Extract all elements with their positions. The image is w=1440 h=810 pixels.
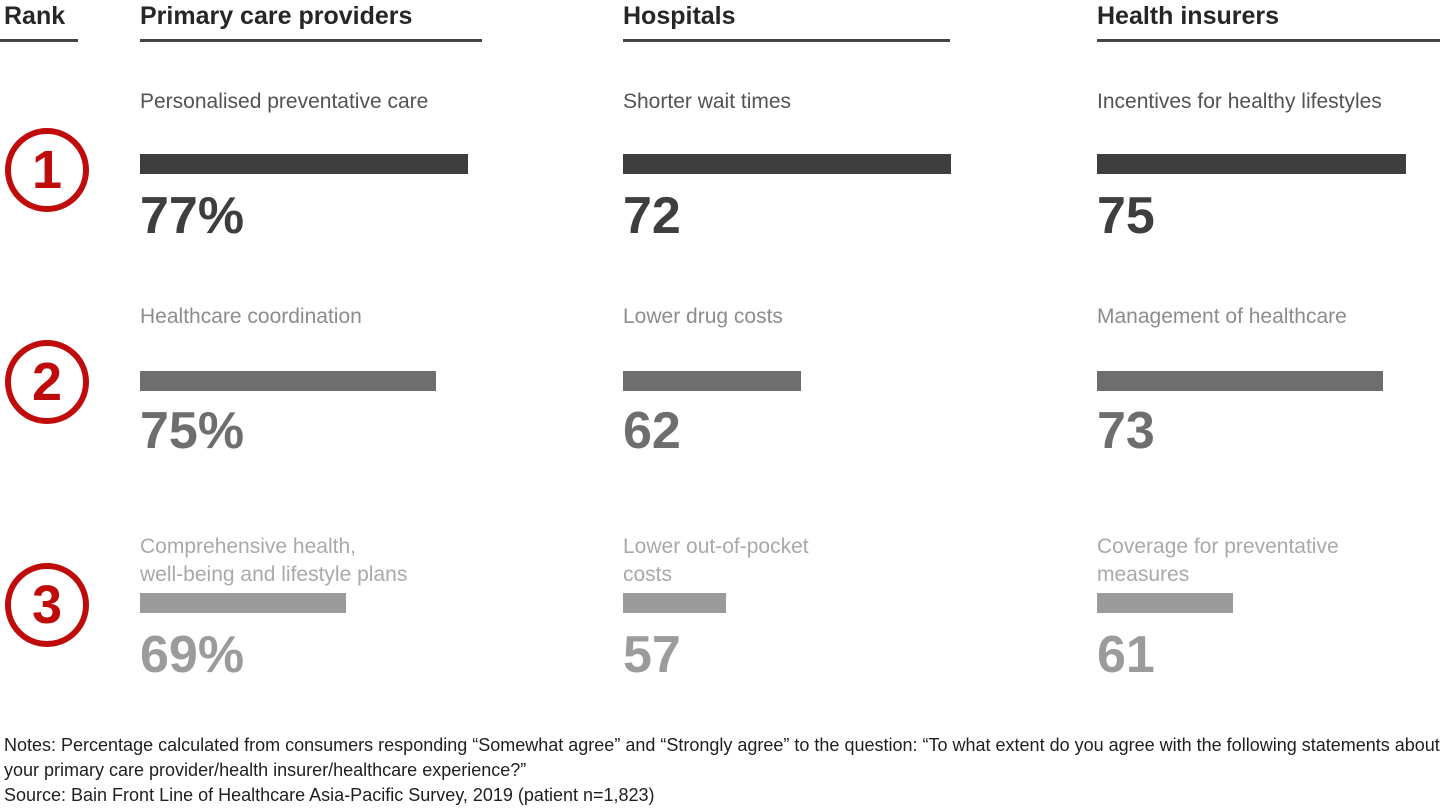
header-rule-rank <box>0 39 78 42</box>
source-text: Source: Bain Front Line of Healthcare As… <box>4 785 655 805</box>
bar-label: Healthcare coordination <box>140 305 362 328</box>
header-rule-primary-care <box>140 39 482 42</box>
rank-badge-3: 3 <box>5 563 89 647</box>
cell-hospitals-rank2: Lower drug costs 62 <box>623 303 1083 473</box>
bar-primary-care-rank2 <box>140 371 436 391</box>
cell-primary-care-rank2: Healthcare coordination 75% <box>140 303 600 473</box>
bar-value: 73 <box>1097 402 1155 460</box>
cell-hospitals-rank3: Lower out-of-pocket costs 57 <box>623 533 1083 703</box>
bar-label: Shorter wait times <box>623 90 792 113</box>
column-header-hospitals: Hospitals <box>623 2 736 30</box>
bar-hospitals-rank1 <box>623 154 951 174</box>
bar-value: 62 <box>623 402 681 460</box>
cell-hospitals-rank1: Shorter wait times 72 <box>623 88 1083 258</box>
bar-label: Lower drug costs <box>623 305 783 328</box>
bar-label: Management of healthcare <box>1097 305 1347 328</box>
chart-footnotes: Notes: Percentage calculated from consum… <box>4 733 1440 808</box>
rank-badge-2-number: 2 <box>31 352 63 412</box>
header-rule-health-insurers <box>1097 39 1440 42</box>
cell-health-insurers-rank1: Incentives for healthy lifestyles 75 <box>1097 88 1440 258</box>
bar-value: 75% <box>140 402 245 460</box>
bar-value: 77% <box>140 187 245 245</box>
bar-health-insurers-rank3 <box>1097 593 1233 613</box>
bar-health-insurers-rank1 <box>1097 154 1406 174</box>
column-header-primary-care-providers: Primary care providers <box>140 2 413 30</box>
bar-label: Comprehensive health, well-being and lif… <box>140 535 408 586</box>
column-header-health-insurers: Health insurers <box>1097 2 1280 30</box>
header-rule-hospitals <box>623 39 950 42</box>
bar-hospitals-rank2 <box>623 371 801 391</box>
bar-label: Incentives for healthy lifestyles <box>1097 90 1382 113</box>
bar-label: Personalised preventative care <box>140 90 429 113</box>
bar-value: 75 <box>1097 187 1155 245</box>
bar-value: 57 <box>623 626 681 684</box>
rank-badge-2: 2 <box>5 340 89 424</box>
bar-label: Lower out-of-pocket costs <box>623 535 809 586</box>
rank-badge-3-number: 3 <box>31 575 63 635</box>
bar-value: 69% <box>140 626 245 684</box>
bar-primary-care-rank1 <box>140 154 468 174</box>
rank-column-header: Rank <box>4 2 66 30</box>
notes-text: Notes: Percentage calculated from consum… <box>4 735 1440 780</box>
cell-health-insurers-rank2: Management of healthcare 73 <box>1097 303 1440 473</box>
bar-value: 61 <box>1097 626 1155 684</box>
bar-label: Coverage for preventative measures <box>1097 535 1339 586</box>
bar-health-insurers-rank2 <box>1097 371 1383 391</box>
cell-primary-care-rank1: Personalised preventative care 77% <box>140 88 600 258</box>
cell-primary-care-rank3: Comprehensive health, well-being and lif… <box>140 533 600 703</box>
rank-badge-1-number: 1 <box>31 140 63 200</box>
cell-health-insurers-rank3: Coverage for preventative measures 61 <box>1097 533 1440 703</box>
bar-hospitals-rank3 <box>623 593 726 613</box>
bar-primary-care-rank3 <box>140 593 346 613</box>
bar-value: 72 <box>623 187 681 245</box>
rank-badge-1: 1 <box>5 128 89 212</box>
